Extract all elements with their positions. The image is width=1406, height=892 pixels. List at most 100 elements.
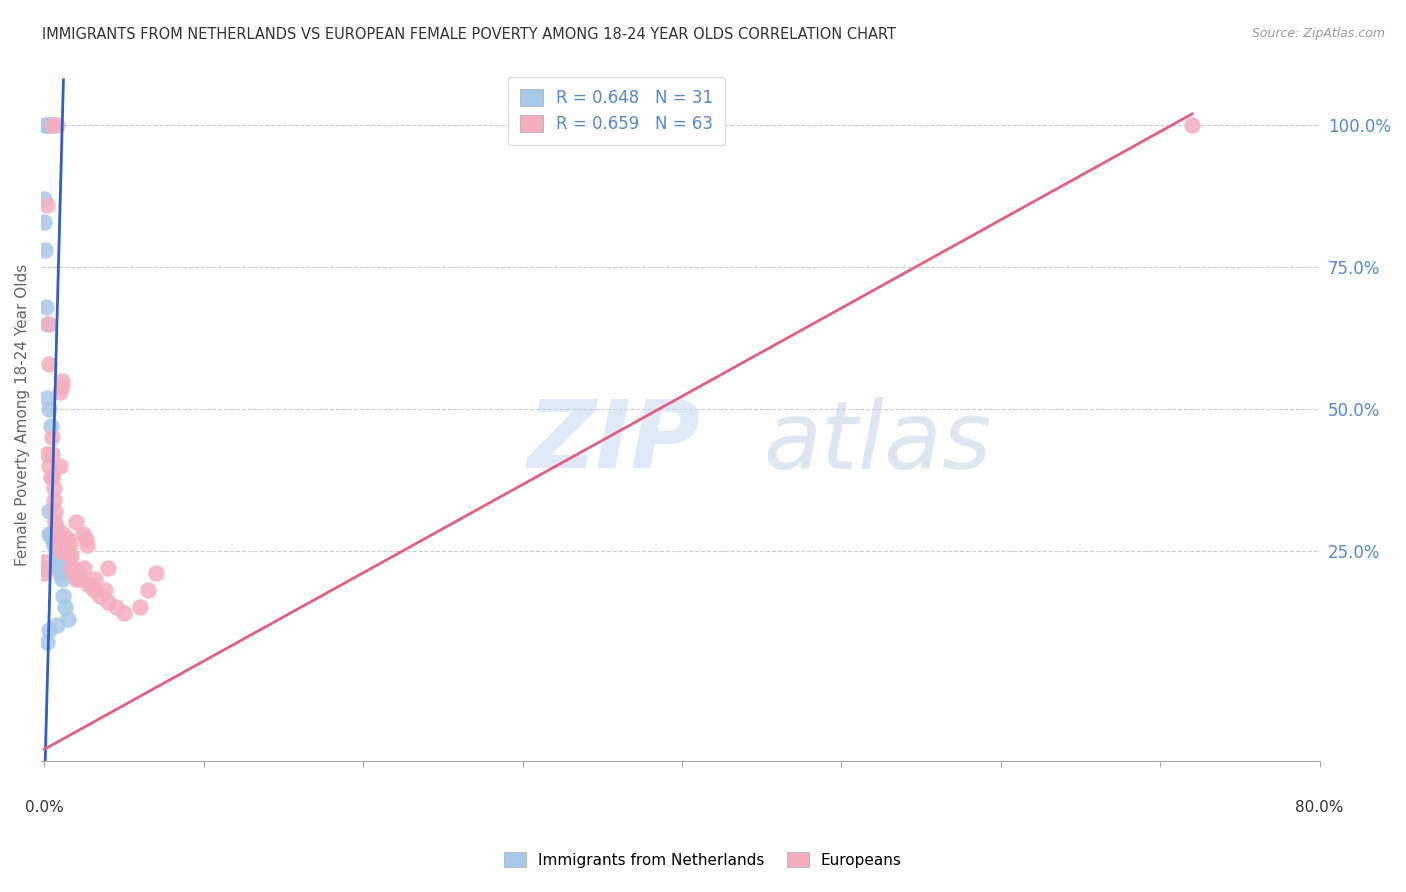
- Point: [51, 572, 73, 586]
- Point: [46, 555, 69, 569]
- Point: [42, 492, 65, 507]
- Point: [46, 118, 69, 132]
- Point: [38, 118, 60, 132]
- Point: [34, 243, 56, 257]
- Point: [49, 384, 72, 399]
- Point: [58, 543, 80, 558]
- Point: [44, 538, 66, 552]
- Point: [73, 561, 96, 575]
- Text: Source: ZipAtlas.com: Source: ZipAtlas.com: [1251, 27, 1385, 40]
- Point: [48, 561, 70, 575]
- Point: [37, 317, 59, 331]
- Point: [35, 300, 58, 314]
- Text: atlas: atlas: [763, 397, 991, 488]
- Point: [70, 572, 93, 586]
- Point: [84, 572, 107, 586]
- Point: [44, 504, 66, 518]
- Point: [129, 600, 152, 615]
- Point: [60, 561, 83, 575]
- Point: [42, 538, 65, 552]
- Point: [41, 533, 63, 547]
- Point: [38, 458, 60, 473]
- Point: [39, 470, 62, 484]
- Point: [83, 583, 105, 598]
- Point: [94, 583, 117, 598]
- Point: [97, 595, 120, 609]
- Point: [55, 543, 77, 558]
- Point: [42, 118, 65, 132]
- Point: [52, 526, 75, 541]
- Point: [49, 566, 72, 581]
- Point: [62, 566, 84, 581]
- Point: [48, 538, 70, 552]
- Point: [34, 118, 56, 132]
- Point: [46, 521, 69, 535]
- Point: [53, 533, 76, 547]
- Point: [58, 612, 80, 626]
- Point: [51, 379, 73, 393]
- Point: [34, 215, 56, 229]
- Point: [77, 578, 100, 592]
- Point: [41, 447, 63, 461]
- Point: [72, 526, 94, 541]
- Text: 0.0%: 0.0%: [25, 799, 63, 814]
- Point: [65, 516, 87, 530]
- Point: [89, 589, 111, 603]
- Point: [48, 533, 70, 547]
- Point: [60, 549, 83, 564]
- Point: [136, 583, 159, 598]
- Point: [59, 549, 82, 564]
- Point: [76, 538, 98, 552]
- Point: [75, 533, 97, 547]
- Point: [145, 566, 167, 581]
- Point: [39, 419, 62, 434]
- Point: [34, 566, 56, 581]
- Point: [65, 572, 87, 586]
- Point: [38, 401, 60, 416]
- Point: [59, 538, 82, 552]
- Point: [35, 391, 58, 405]
- Point: [39, 526, 62, 541]
- Point: [53, 600, 76, 615]
- Point: [62, 561, 84, 575]
- Point: [51, 374, 73, 388]
- Point: [42, 481, 65, 495]
- Point: [66, 572, 89, 586]
- Point: [112, 606, 135, 620]
- Point: [63, 566, 86, 581]
- Point: [38, 118, 60, 132]
- Point: [38, 526, 60, 541]
- Point: [97, 561, 120, 575]
- Point: [53, 538, 76, 552]
- Point: [38, 623, 60, 637]
- Legend: Immigrants from Netherlands, Europeans: Immigrants from Netherlands, Europeans: [496, 844, 910, 875]
- Point: [34, 555, 56, 569]
- Y-axis label: Female Poverty Among 18-24 Year Olds: Female Poverty Among 18-24 Year Olds: [15, 263, 30, 566]
- Point: [35, 118, 58, 132]
- Point: [41, 430, 63, 444]
- Point: [1181, 118, 1204, 132]
- Point: [37, 634, 59, 648]
- Point: [82, 578, 104, 592]
- Text: 80.0%: 80.0%: [1295, 799, 1344, 814]
- Point: [38, 504, 60, 518]
- Text: ZIP: ZIP: [527, 396, 700, 488]
- Point: [38, 317, 60, 331]
- Point: [34, 561, 56, 575]
- Point: [49, 543, 72, 558]
- Point: [34, 192, 56, 206]
- Point: [58, 533, 80, 547]
- Point: [52, 533, 75, 547]
- Point: [46, 617, 69, 632]
- Point: [49, 458, 72, 473]
- Point: [41, 118, 63, 132]
- Point: [42, 533, 65, 547]
- Point: [37, 447, 59, 461]
- Point: [67, 566, 90, 581]
- Point: [41, 470, 63, 484]
- Point: [44, 516, 66, 530]
- Point: [52, 589, 75, 603]
- Legend: R = 0.648   N = 31, R = 0.659   N = 63: R = 0.648 N = 31, R = 0.659 N = 63: [508, 77, 725, 145]
- Text: IMMIGRANTS FROM NETHERLANDS VS EUROPEAN FEMALE POVERTY AMONG 18-24 YEAR OLDS COR: IMMIGRANTS FROM NETHERLANDS VS EUROPEAN …: [42, 27, 896, 42]
- Point: [37, 197, 59, 211]
